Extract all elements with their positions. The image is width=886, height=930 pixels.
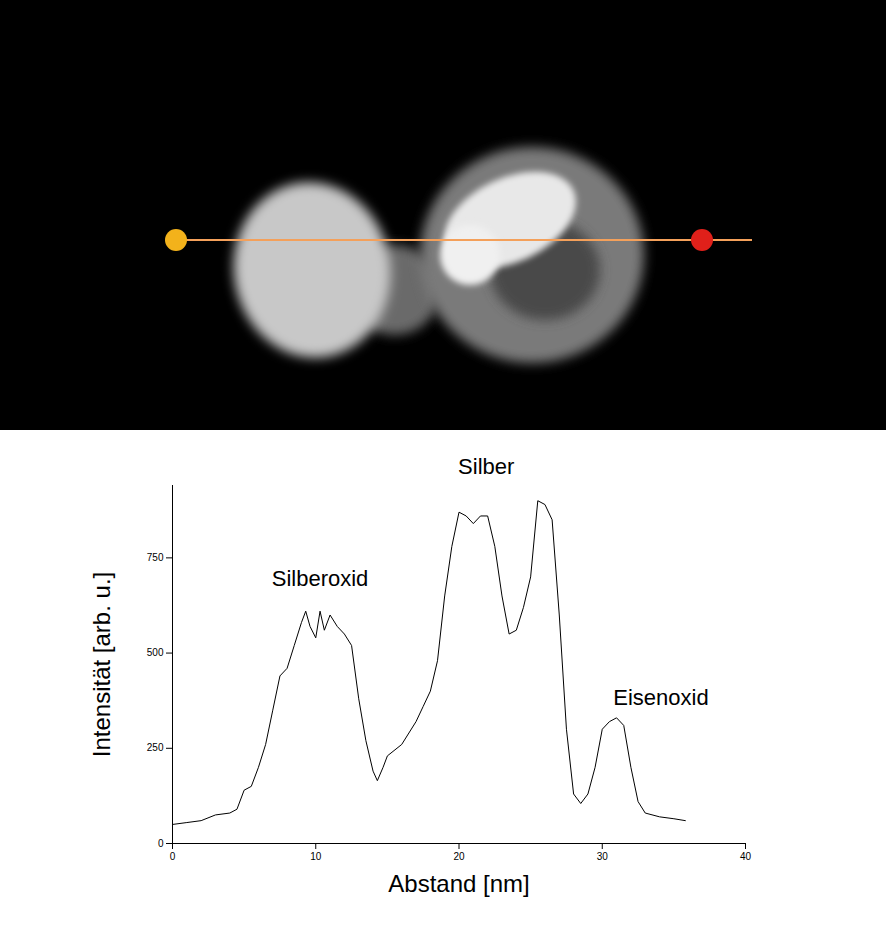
svg-text:40: 40 <box>740 851 752 862</box>
svg-text:0: 0 <box>158 838 164 849</box>
svg-text:500: 500 <box>147 647 164 658</box>
svg-text:Intensität [arb. u.]: Intensität [arb. u.] <box>88 572 115 757</box>
svg-text:0: 0 <box>170 851 176 862</box>
svg-text:Silber: Silber <box>458 453 514 478</box>
svg-text:20: 20 <box>453 851 465 862</box>
svg-text:10: 10 <box>310 851 322 862</box>
svg-text:750: 750 <box>147 552 164 563</box>
svg-text:Silberoxid: Silberoxid <box>272 566 369 591</box>
svg-text:30: 30 <box>597 851 609 862</box>
svg-text:250: 250 <box>147 742 164 753</box>
svg-text:Abstand [nm]: Abstand [nm] <box>388 870 529 897</box>
svg-text:Eisenoxid: Eisenoxid <box>613 685 708 710</box>
